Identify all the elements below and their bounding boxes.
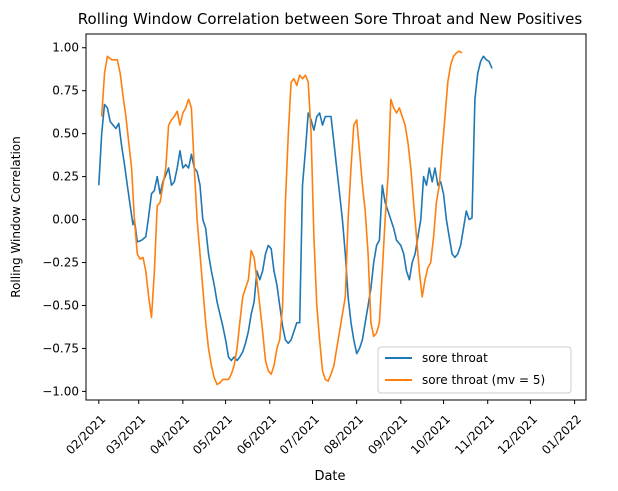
series-line-1: [100, 50, 463, 386]
x-axis-label: Date: [314, 469, 345, 484]
y-tick-label: 0.25: [52, 170, 79, 184]
y-axis: −1.00 −0.75 −0.50 −0.25 0.00 0.25 0.50 0.75 1.00: [42, 41, 86, 398]
y-tick-label: −1.00: [42, 384, 79, 398]
y-tick-label: 1.00: [52, 41, 79, 55]
y-tick-label: −0.25: [42, 256, 79, 270]
chart-title: Rolling Window Correlation between Sore …: [78, 10, 583, 28]
y-tick-label: −0.75: [42, 341, 79, 355]
y-tick-label: 0.00: [52, 213, 79, 227]
series-line-0: [98, 55, 493, 362]
y-tick-label: 0.50: [52, 127, 79, 141]
y-axis-label: Rolling Window Correlation: [9, 136, 23, 297]
legend-box: [377, 346, 572, 394]
legend-label-series-1: sore throat (mv = 5): [422, 373, 545, 387]
plot-frame: [85, 33, 587, 401]
legend: sore throat sore throat (mv = 5): [377, 346, 572, 394]
y-tick-label: 0.75: [52, 84, 79, 98]
legend-label-series-0: sore throat: [422, 351, 488, 365]
y-tick-label: −0.50: [42, 298, 79, 312]
